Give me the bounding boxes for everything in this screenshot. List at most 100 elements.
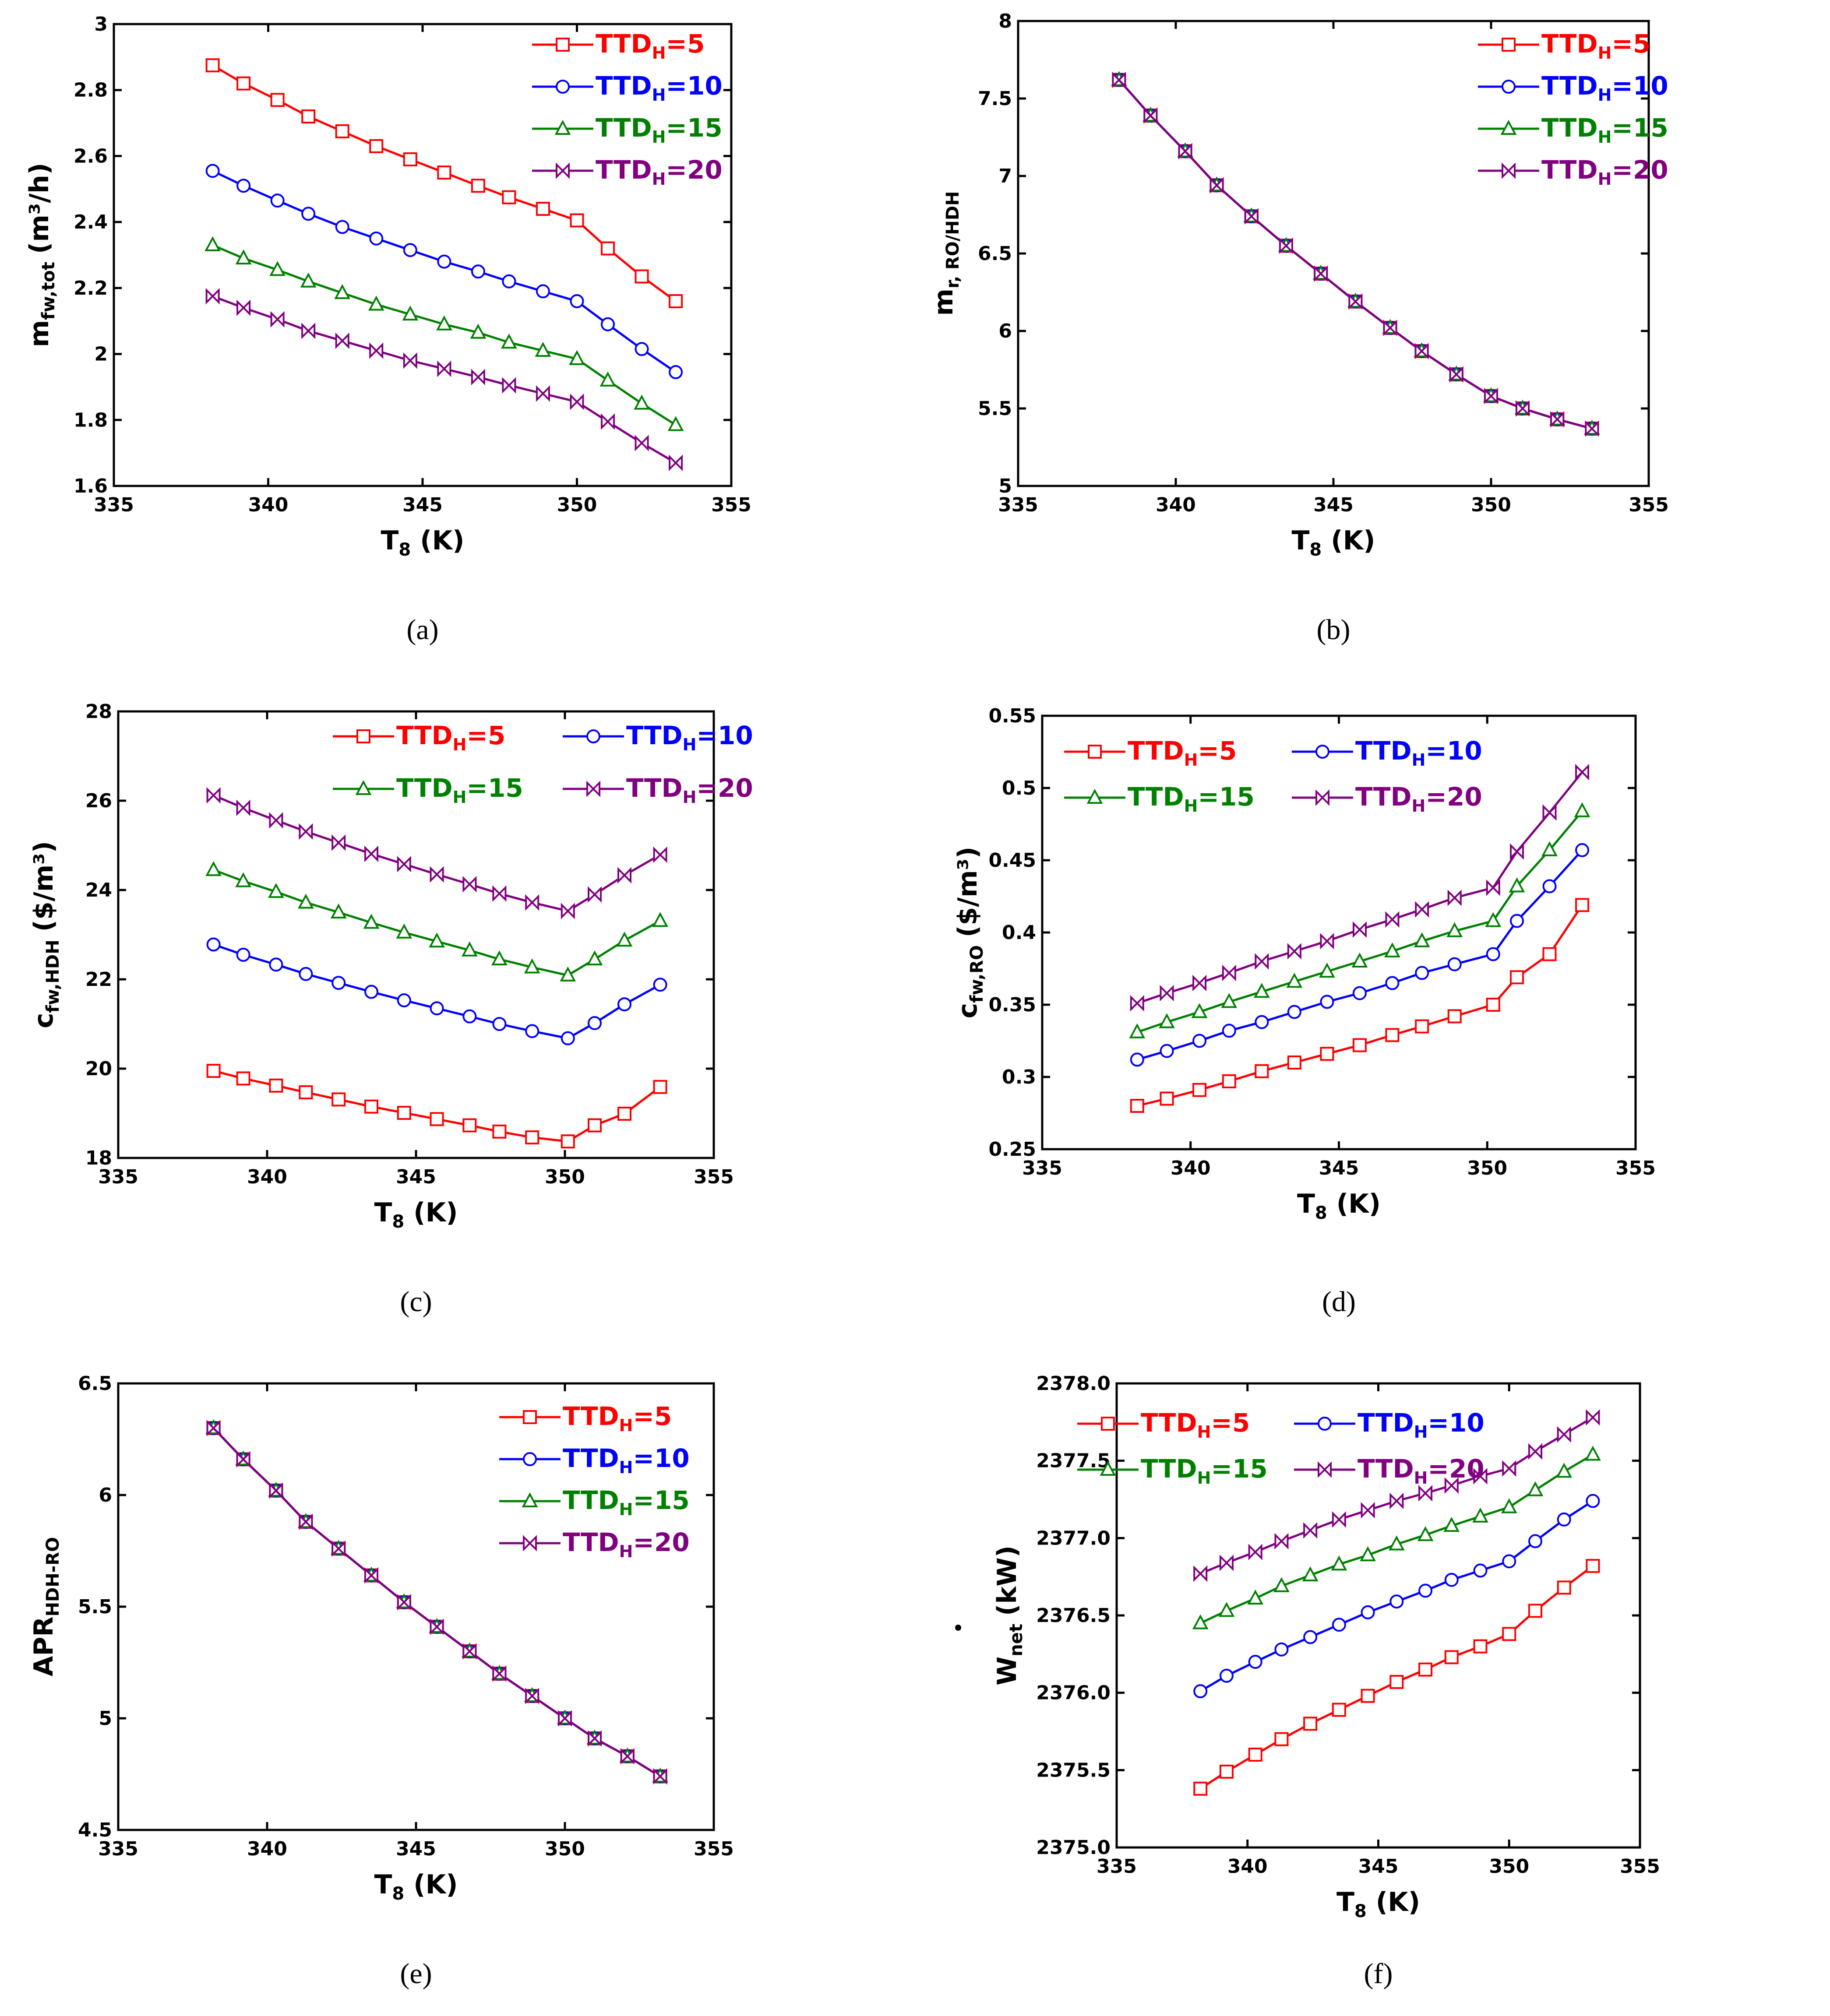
data-point xyxy=(588,1730,602,1747)
data-point xyxy=(1585,1446,1601,1461)
y-tick-label: 6 xyxy=(99,1484,112,1506)
chart-b-svg: 335 340 345 350 355 5 5.5 6 6.5 7 7.5 8 TTDH=5 TTDH=1… xyxy=(928,10,1669,646)
data-point xyxy=(471,264,485,279)
data-point xyxy=(300,272,317,288)
data-point xyxy=(1303,1522,1318,1539)
y-tick-label: 5 xyxy=(998,475,1012,497)
data-point xyxy=(617,1107,631,1121)
data-point xyxy=(462,1118,477,1133)
series-line xyxy=(1118,79,1593,430)
legend-item: TTDH=15 xyxy=(499,1485,690,1519)
data-point xyxy=(1574,802,1590,817)
data-point xyxy=(1302,1566,1319,1582)
data-point xyxy=(1254,983,1270,998)
data-point xyxy=(269,1078,283,1093)
data-point xyxy=(301,207,316,221)
x-axis-label: T8 (K) xyxy=(381,525,464,560)
legend-marker xyxy=(523,1410,537,1424)
y-tick-label: 7.5 xyxy=(978,88,1012,110)
data-point xyxy=(364,985,378,999)
data-point xyxy=(1360,1546,1376,1562)
data-point xyxy=(205,861,222,876)
data-point xyxy=(617,867,631,884)
data-point xyxy=(1510,914,1524,928)
data-point xyxy=(1352,1038,1367,1052)
data-point xyxy=(525,894,539,911)
x-tick-label: 345 xyxy=(1358,1855,1399,1878)
series-4 xyxy=(205,288,683,471)
y-axis-label: Wnet(kW) xyxy=(992,1545,1026,1685)
data-point xyxy=(1383,320,1397,336)
data-point xyxy=(1586,1409,1600,1426)
legend-marker xyxy=(522,1492,538,1507)
x-tick-label: 340 xyxy=(1227,1855,1268,1878)
data-point xyxy=(437,360,451,377)
series-3 xyxy=(1129,802,1590,1038)
data-point xyxy=(1303,1717,1318,1731)
data-point xyxy=(635,269,649,284)
x-tick-label: 350 xyxy=(1471,494,1511,516)
x-tick-label: 350 xyxy=(545,1838,585,1860)
figure-caption: (b) xyxy=(1317,614,1350,646)
y-tick-label: 1.8 xyxy=(74,409,108,431)
legend-label: TTDH=5 xyxy=(596,29,705,63)
data-point xyxy=(430,1112,444,1126)
data-point xyxy=(1287,1055,1301,1070)
series-1 xyxy=(206,1064,667,1149)
y-tick-label: 6.5 xyxy=(78,1372,112,1395)
data-point xyxy=(1485,912,1502,927)
data-point xyxy=(471,179,485,193)
legend-marker xyxy=(1086,788,1103,804)
data-point xyxy=(462,1643,477,1660)
legend-marker xyxy=(556,38,570,52)
legend-item: TTDH=10 xyxy=(532,71,723,105)
data-point xyxy=(1286,972,1303,988)
series-line xyxy=(1137,904,1583,1107)
data-point xyxy=(1502,1627,1516,1641)
data-point xyxy=(236,1451,250,1468)
data-point xyxy=(667,416,684,431)
y-axis-label: APRHDH-RO xyxy=(28,1537,63,1676)
data-point xyxy=(236,1071,250,1086)
data-point xyxy=(1348,293,1363,310)
data-point xyxy=(298,894,314,909)
series-line xyxy=(1118,79,1593,430)
legend-marker xyxy=(1101,1417,1115,1431)
data-point xyxy=(331,834,346,851)
data-point xyxy=(1528,1604,1542,1618)
legend-label: TTDH=10 xyxy=(596,71,723,105)
legend-marker xyxy=(1318,1417,1332,1431)
data-point xyxy=(1112,71,1126,88)
y-tick-label: 7 xyxy=(998,165,1012,187)
data-point xyxy=(502,377,516,394)
chart-panel-c: 335 340 345 350 355 18 20 22 24 26 28 TTDH=5 TTDH=10… xyxy=(0,672,915,1344)
y-tick-label: 2.4 xyxy=(74,211,108,233)
series-line xyxy=(212,1427,661,1777)
data-point xyxy=(363,914,380,929)
y-tick-label: 0.35 xyxy=(988,994,1036,1016)
legend-label: TTDH=10 xyxy=(1541,71,1668,105)
legend-item: TTDH=10 xyxy=(1478,71,1668,105)
legend-item: TTDH=20 xyxy=(1292,782,1482,816)
data-point xyxy=(588,1118,602,1133)
legend-marker xyxy=(1500,120,1517,135)
legend-label: TTDH=20 xyxy=(1355,782,1482,816)
data-point xyxy=(299,1513,313,1530)
data-point xyxy=(1129,1023,1146,1038)
data-point xyxy=(570,294,584,308)
data-point xyxy=(369,231,384,246)
data-point xyxy=(236,179,251,193)
y-axis-label: mfw,tot(m³/h) xyxy=(24,163,59,348)
data-point xyxy=(331,976,346,990)
data-point xyxy=(1486,998,1500,1012)
data-point xyxy=(634,394,650,410)
data-point xyxy=(1274,1642,1289,1657)
legend-label: TTDH=10 xyxy=(563,1443,690,1477)
data-point xyxy=(536,202,550,216)
data-point xyxy=(1510,843,1524,860)
data-point xyxy=(669,365,683,380)
data-point xyxy=(1542,947,1557,961)
data-point xyxy=(1160,1091,1174,1106)
legend: TTDH=5 TTDH=10 TTDH=15 TTDH=20 xyxy=(499,1401,690,1561)
data-point xyxy=(335,124,349,138)
